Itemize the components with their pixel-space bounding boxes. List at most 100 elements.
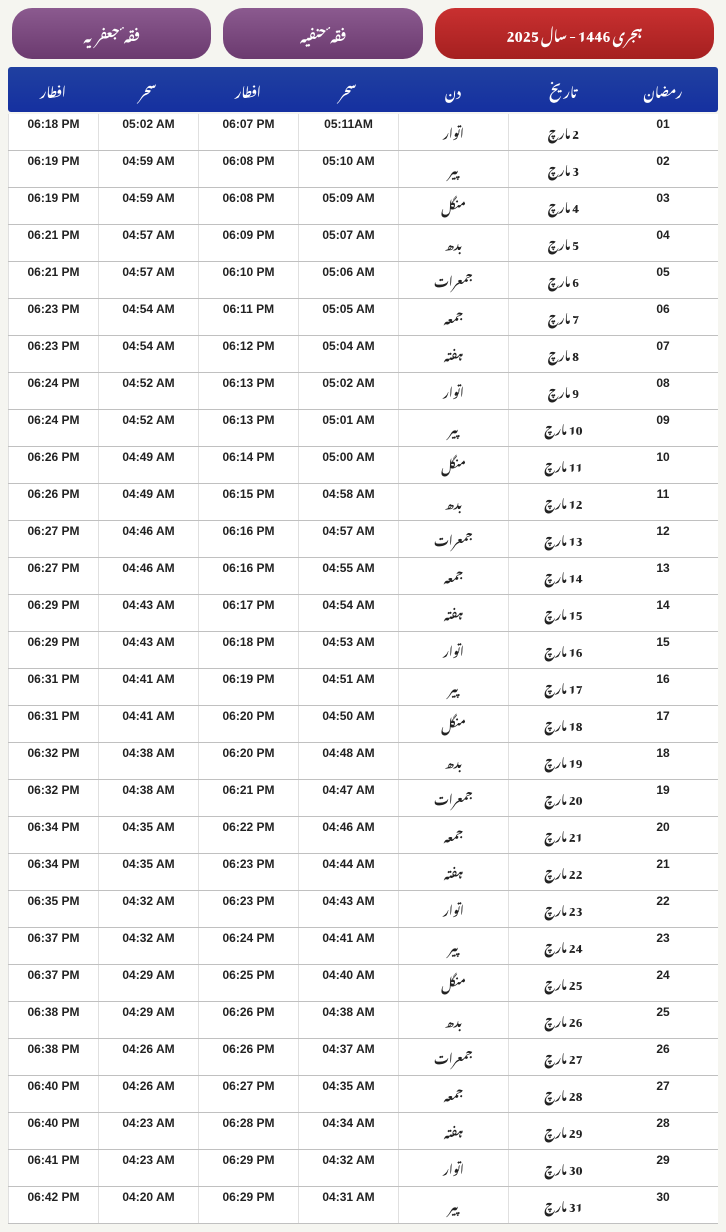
cell-date: 29 مارچ	[508, 1113, 618, 1149]
cell-sehr-jafria: 04:32 AM	[98, 928, 198, 964]
cell-sehr-jafria: 04:52 AM	[98, 410, 198, 446]
cell-iftar-hanafi: 06:08 PM	[198, 188, 298, 224]
cell-date: 7 مارچ	[508, 299, 618, 335]
table-row: 06:34 PM04:35 AM06:22 PM04:46 AMجمعہ21 م…	[8, 817, 718, 854]
cell-ramadan: 30	[618, 1187, 708, 1223]
cell-day: منگل	[398, 188, 508, 224]
cell-sehr-jafria: 04:38 AM	[98, 780, 198, 816]
cell-day: جمعرات	[398, 521, 508, 557]
cell-iftar-hanafi: 06:19 PM	[198, 669, 298, 705]
cell-date: 6 مارچ	[508, 262, 618, 298]
cell-iftar-jafria: 06:31 PM	[8, 669, 98, 705]
cell-sehr-jafria: 04:54 AM	[98, 336, 198, 372]
cell-iftar-hanafi: 06:13 PM	[198, 373, 298, 409]
cell-iftar-jafria: 06:32 PM	[8, 743, 98, 779]
table-row: 06:41 PM04:23 AM06:29 PM04:32 AMاتوار30 …	[8, 1150, 718, 1187]
cell-day: اتوار	[398, 632, 508, 668]
cell-iftar-jafria: 06:18 PM	[8, 114, 98, 150]
cell-ramadan: 11	[618, 484, 708, 520]
cell-ramadan: 05	[618, 262, 708, 298]
cell-iftar-jafria: 06:41 PM	[8, 1150, 98, 1186]
cell-iftar-jafria: 06:26 PM	[8, 447, 98, 483]
cell-day: جمعرات	[398, 1039, 508, 1075]
cell-day: اتوار	[398, 891, 508, 927]
cell-iftar-jafria: 06:35 PM	[8, 891, 98, 927]
table-row: 06:26 PM04:49 AM06:15 PM04:58 AMبدھ12 ما…	[8, 484, 718, 521]
table-row: 06:31 PM04:41 AM06:20 PM04:50 AMمنگل18 م…	[8, 706, 718, 743]
cell-date: 26 مارچ	[508, 1002, 618, 1038]
cell-day: منگل	[398, 447, 508, 483]
table-row: 06:38 PM04:29 AM06:26 PM04:38 AMبدھ26 ما…	[8, 1002, 718, 1039]
cell-sehr-hanafi: 05:11AM	[298, 114, 398, 150]
cell-day: ہفتہ	[398, 336, 508, 372]
cell-iftar-jafria: 06:21 PM	[8, 262, 98, 298]
cell-ramadan: 19	[618, 780, 708, 816]
cell-day: جمعہ	[398, 558, 508, 594]
cell-sehr-jafria: 04:43 AM	[98, 632, 198, 668]
cell-iftar-hanafi: 06:23 PM	[198, 891, 298, 927]
cell-sehr-hanafi: 04:35 AM	[298, 1076, 398, 1112]
cell-sehr-hanafi: 04:34 AM	[298, 1113, 398, 1149]
cell-date: 30 مارچ	[508, 1150, 618, 1186]
cell-day: پیر	[398, 669, 508, 705]
cell-iftar-hanafi: 06:26 PM	[198, 1039, 298, 1075]
cell-date: 5 مارچ	[508, 225, 618, 261]
cell-iftar-jafria: 06:24 PM	[8, 410, 98, 446]
cell-iftar-jafria: 06:19 PM	[8, 151, 98, 187]
pill-year: ہجری 1446 - سال 2025	[435, 8, 714, 59]
header-ramadan: رمضان	[618, 67, 708, 112]
cell-iftar-hanafi: 06:16 PM	[198, 558, 298, 594]
cell-ramadan: 06	[618, 299, 708, 335]
table-row: 06:31 PM04:41 AM06:19 PM04:51 AMپیر17 ما…	[8, 669, 718, 706]
cell-iftar-hanafi: 06:25 PM	[198, 965, 298, 1001]
cell-ramadan: 21	[618, 854, 708, 890]
cell-iftar-hanafi: 06:20 PM	[198, 706, 298, 742]
cell-ramadan: 26	[618, 1039, 708, 1075]
cell-sehr-jafria: 04:57 AM	[98, 262, 198, 298]
cell-sehr-jafria: 04:29 AM	[98, 1002, 198, 1038]
cell-iftar-jafria: 06:21 PM	[8, 225, 98, 261]
cell-sehr-hanafi: 05:07 AM	[298, 225, 398, 261]
cell-sehr-jafria: 04:29 AM	[98, 965, 198, 1001]
cell-iftar-hanafi: 06:18 PM	[198, 632, 298, 668]
cell-iftar-jafria: 06:40 PM	[8, 1113, 98, 1149]
header-pills: فقہ ٔ جعفریہ فقہ ٔ حنفیہ ہجری 1446 - سال…	[8, 8, 718, 59]
cell-iftar-jafria: 06:38 PM	[8, 1002, 98, 1038]
cell-sehr-jafria: 04:52 AM	[98, 373, 198, 409]
table-row: 06:27 PM04:46 AM06:16 PM04:55 AMجمعہ14 م…	[8, 558, 718, 595]
cell-iftar-jafria: 06:23 PM	[8, 299, 98, 335]
cell-ramadan: 04	[618, 225, 708, 261]
cell-ramadan: 14	[618, 595, 708, 631]
cell-iftar-jafria: 06:27 PM	[8, 521, 98, 557]
cell-sehr-jafria: 04:41 AM	[98, 706, 198, 742]
cell-date: 24 مارچ	[508, 928, 618, 964]
cell-sehr-hanafi: 04:31 AM	[298, 1187, 398, 1223]
cell-date: 16 مارچ	[508, 632, 618, 668]
cell-sehr-jafria: 04:20 AM	[98, 1187, 198, 1223]
cell-date: 14 مارچ	[508, 558, 618, 594]
cell-date: 3 مارچ	[508, 151, 618, 187]
cell-day: بدھ	[398, 1002, 508, 1038]
cell-iftar-hanafi: 06:17 PM	[198, 595, 298, 631]
header-sehr-jafria: سحر	[98, 67, 198, 112]
cell-date: 9 مارچ	[508, 373, 618, 409]
cell-sehr-jafria: 04:26 AM	[98, 1076, 198, 1112]
cell-iftar-jafria: 06:29 PM	[8, 595, 98, 631]
cell-ramadan: 20	[618, 817, 708, 853]
cell-iftar-jafria: 06:19 PM	[8, 188, 98, 224]
cell-sehr-jafria: 04:49 AM	[98, 484, 198, 520]
cell-day: جمعرات	[398, 262, 508, 298]
cell-sehr-jafria: 04:59 AM	[98, 151, 198, 187]
table-row: 06:27 PM04:46 AM06:16 PM04:57 AMجمعرات13…	[8, 521, 718, 558]
cell-day: پیر	[398, 1187, 508, 1223]
header-sehr-hanafi: سحر	[298, 67, 398, 112]
cell-iftar-hanafi: 06:15 PM	[198, 484, 298, 520]
cell-sehr-jafria: 04:49 AM	[98, 447, 198, 483]
table-row: 06:23 PM04:54 AM06:12 PM05:04 AMہفتہ8 ما…	[8, 336, 718, 373]
header-day: دن	[398, 67, 508, 112]
cell-sehr-jafria: 04:43 AM	[98, 595, 198, 631]
cell-date: 13 مارچ	[508, 521, 618, 557]
cell-ramadan: 09	[618, 410, 708, 446]
cell-day: پیر	[398, 410, 508, 446]
table-row: 06:23 PM04:54 AM06:11 PM05:05 AMجمعہ7 ما…	[8, 299, 718, 336]
